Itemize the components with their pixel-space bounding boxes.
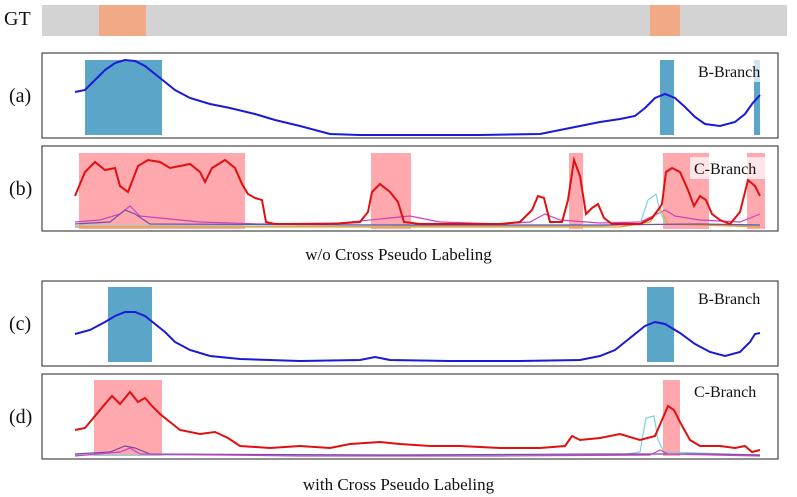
panel-c-b-curve <box>74 311 761 363</box>
panel-d <box>41 373 779 460</box>
panel-a-frame <box>41 52 779 139</box>
panel-b-minor-curve-purple <box>74 209 761 226</box>
branch-label-d-text: C-Branch <box>694 384 756 401</box>
caption-with-cpl: with Cross Pseudo Labeling <box>302 475 495 494</box>
branch-label-b-text: C-Branch <box>694 161 756 178</box>
panel-c-highlight-2 <box>647 287 674 362</box>
row-label-b: (b) <box>9 178 33 200</box>
panel-c-frame <box>41 280 779 367</box>
row-label-c: (c) <box>9 313 32 335</box>
panel-d-main-curve <box>74 390 761 454</box>
panel-a-highlight-1 <box>85 60 162 135</box>
panel-d-minor-curve-purple <box>74 445 761 456</box>
row-label-d: (d) <box>9 406 33 428</box>
panel-a <box>41 52 779 139</box>
panel-b-minor-curve-cyan <box>75 192 761 227</box>
branch-label-a: B-Branch <box>694 60 776 82</box>
panel-b-main-curve <box>74 156 761 226</box>
gt-segment-2 <box>650 5 680 36</box>
gt-bar <box>42 5 787 36</box>
row-label-a: (a) <box>9 85 32 107</box>
gt-segment-1 <box>99 5 146 36</box>
branch-label-c: B-Branch <box>694 288 776 310</box>
panel-c-highlight-1 <box>108 287 152 362</box>
branch-label-a-text: B-Branch <box>698 64 760 81</box>
branch-label-b: C-Branch <box>690 157 776 179</box>
panel-d-highlight-1 <box>94 380 162 456</box>
panel-d-highlight-2 <box>663 380 680 456</box>
gt-label: GT <box>4 8 31 30</box>
branch-label-c-text: B-Branch <box>698 291 760 308</box>
caption-without-cpl: w/o Cross Pseudo Labeling <box>305 245 492 264</box>
panel-a-highlight-2 <box>660 60 674 135</box>
panel-d-frame <box>41 373 779 460</box>
branch-label-d: C-Branch <box>690 381 776 403</box>
panel-d-minor-curve-magenta <box>74 447 761 457</box>
panel-b <box>41 145 779 232</box>
panel-c <box>41 280 779 367</box>
panel-a-b-curve <box>74 58 761 136</box>
panel-b-frame <box>41 145 779 232</box>
panel-d-minor-curve-cyan <box>75 415 761 456</box>
